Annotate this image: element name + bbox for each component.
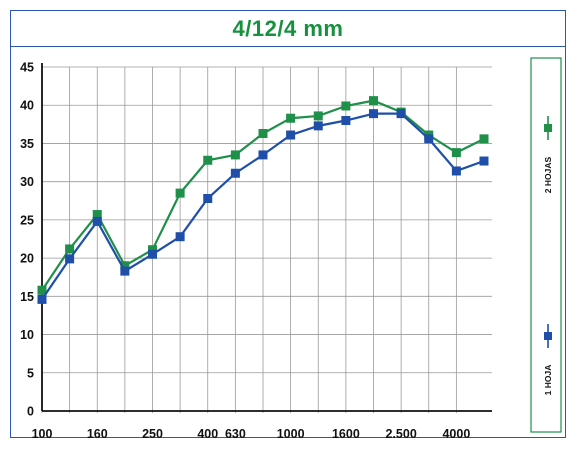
- legend-label: 1 HOJA: [543, 365, 553, 396]
- legend-box: [530, 57, 562, 433]
- data-point: [286, 113, 296, 123]
- x-tick-label: 400: [197, 427, 218, 441]
- x-tick-label: 2.500: [385, 427, 416, 441]
- legend: 2 HOJAS 1 HOJA: [530, 57, 562, 433]
- data-point: [203, 155, 213, 165]
- data-point: [424, 134, 434, 144]
- data-point: [37, 294, 47, 304]
- y-tick-label: 15: [20, 290, 34, 304]
- y-tick-labels: 0 5 10 15 20 25 30 35 40 45: [20, 61, 34, 419]
- data-point: [286, 130, 296, 140]
- data-point: [120, 266, 130, 276]
- axes: [41, 63, 492, 412]
- data-point: [369, 109, 378, 119]
- data-point: [230, 168, 240, 178]
- data-point: [451, 166, 461, 176]
- y-tick-label: 45: [20, 61, 34, 75]
- y-tick-label: 35: [20, 137, 34, 151]
- legend-swatch-marker: [544, 332, 552, 340]
- y-tick-label: 40: [20, 99, 34, 113]
- x-tick-label: 630: [225, 427, 246, 441]
- x-tick-label: 100: [32, 427, 53, 441]
- data-point: [341, 101, 351, 111]
- y-tick-label: 25: [20, 213, 34, 227]
- data-point: [92, 216, 102, 226]
- chart-title: 4/12/4 mm: [232, 15, 344, 41]
- data-point: [65, 244, 75, 254]
- series-group: [37, 96, 489, 304]
- data-point: [479, 134, 489, 144]
- data-point: [92, 210, 102, 220]
- data-point: [37, 285, 47, 295]
- data-point: [258, 129, 268, 139]
- legend-label: 2 HOJAS: [543, 156, 553, 193]
- x-tick-label: 4000: [442, 427, 470, 441]
- chart-frame: 4/12/4 mm: [10, 10, 566, 438]
- data-point: [120, 261, 130, 271]
- data-point: [175, 232, 185, 242]
- x-tick-label: 1600: [332, 427, 360, 441]
- data-point: [451, 148, 461, 158]
- data-point: [148, 249, 157, 259]
- data-point: [230, 150, 240, 160]
- y-tick-label: 20: [20, 252, 34, 266]
- x-tick-label: 160: [87, 427, 108, 441]
- grid: [41, 66, 492, 413]
- data-point: [175, 188, 185, 198]
- data-point: [313, 121, 323, 131]
- data-point: [479, 156, 489, 166]
- x-tick-label: 250: [142, 427, 163, 441]
- data-point: [313, 111, 323, 121]
- x-tick-labels: 100 160 250 400 630 1000 1600 2.500 4000: [32, 427, 471, 441]
- y-tick-label: 5: [27, 366, 34, 380]
- data-point: [341, 116, 351, 126]
- chart-title-bar: 4/12/4 mm: [11, 11, 565, 47]
- y-tick-label: 10: [20, 328, 34, 342]
- data-point: [65, 254, 75, 264]
- y-tick-label: 30: [20, 175, 34, 189]
- data-point: [203, 193, 213, 203]
- y-tick-label: 0: [27, 405, 34, 419]
- data-point: [148, 245, 157, 255]
- data-point: [369, 96, 378, 106]
- legend-swatch-marker: [544, 124, 552, 132]
- data-point: [396, 109, 406, 119]
- x-tick-label: 1000: [277, 427, 305, 441]
- data-point: [258, 150, 268, 160]
